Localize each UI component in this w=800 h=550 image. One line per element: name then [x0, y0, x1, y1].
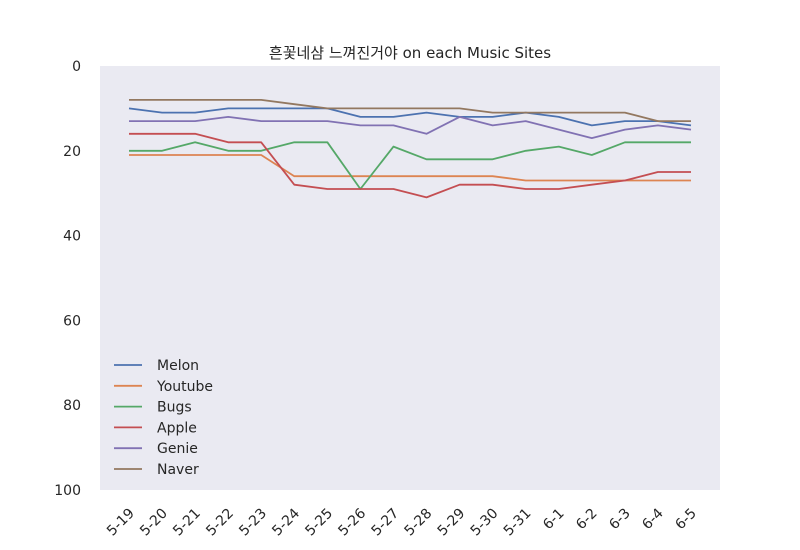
y-tick-label: 20 — [63, 144, 81, 160]
x-tick-label: 5-20 — [137, 506, 171, 540]
x-tick-label: 6-1 — [540, 506, 567, 533]
legend: Melon Youtube Bugs Apple Genie Naver — [114, 358, 213, 478]
chart-title: 흔꽃네샴 느껴진거야 on each Music Sites — [269, 44, 551, 62]
x-tick-label: 6-2 — [573, 506, 600, 533]
x-axis: 5-19 5-20 5-21 5-22 5-23 5-24 5-25 5-26 5-27 5-28… — [104, 505, 700, 539]
series-lines — [128, 99, 692, 199]
x-tick-label: 5-30 — [468, 506, 502, 540]
legend-label-genie: Genie — [157, 441, 198, 457]
y-axis: 0 20 40 60 80 100 — [54, 59, 81, 499]
legend-label-melon: Melon — [157, 358, 199, 374]
series-line-genie — [129, 116, 692, 140]
legend-label-youtube: Youtube — [156, 379, 213, 395]
legend-label-apple: Apple — [157, 420, 197, 436]
legend-label-naver: Naver — [157, 462, 199, 478]
y-tick-label: 80 — [63, 398, 81, 414]
y-tick-label: 60 — [63, 313, 81, 329]
series-line-bugs — [129, 141, 691, 190]
x-tick-label: 5-31 — [501, 506, 535, 540]
x-tick-label: 5-21 — [170, 506, 204, 540]
x-tick-label: 5-22 — [203, 506, 237, 540]
series-line-apple — [129, 132, 691, 199]
x-tick-label: 5-26 — [335, 505, 369, 539]
x-tick-label: 6-5 — [672, 506, 699, 533]
x-tick-label: 5-24 — [269, 505, 303, 539]
x-tick-label: 5-19 — [104, 506, 138, 540]
x-tick-label: 5-25 — [302, 506, 336, 540]
series-line-melon — [128, 107, 692, 127]
series-line-youtube — [129, 154, 691, 182]
x-tick-label: 6-4 — [639, 505, 667, 533]
legend-label-bugs: Bugs — [157, 400, 192, 416]
x-tick-label: 6-3 — [606, 506, 633, 533]
series-line-naver — [129, 99, 691, 122]
x-tick-label: 5-23 — [236, 506, 270, 540]
x-tick-label: 5-27 — [369, 506, 403, 540]
y-tick-label: 0 — [72, 59, 81, 75]
x-tick-label: 5-28 — [402, 506, 436, 540]
y-tick-label: 100 — [54, 483, 81, 499]
x-tick-label: 5-29 — [435, 506, 469, 540]
y-tick-label: 40 — [63, 229, 81, 245]
